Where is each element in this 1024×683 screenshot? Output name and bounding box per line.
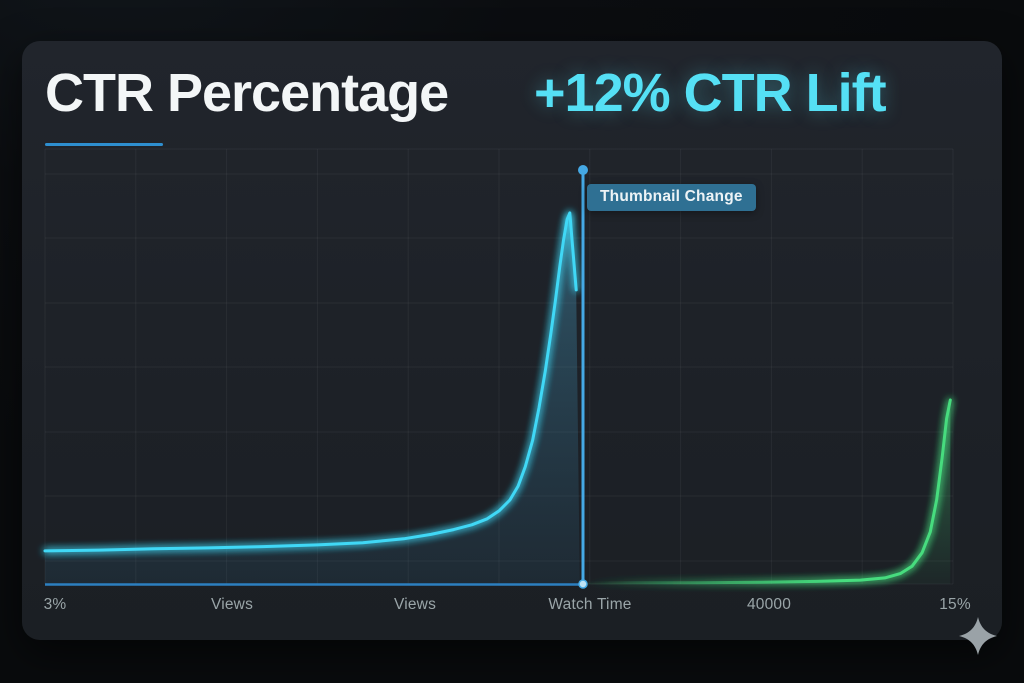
page-title: CTR Percentage bbox=[45, 63, 449, 123]
x-axis-label: Watch Time bbox=[548, 596, 632, 613]
x-axis-label: 40000 bbox=[746, 596, 792, 613]
title-underline bbox=[45, 143, 163, 146]
x-axis-label: 3% bbox=[43, 596, 67, 613]
thumbnail-change-marker bbox=[578, 165, 588, 589]
x-axis-label: Views bbox=[210, 596, 254, 613]
chart-series bbox=[43, 211, 952, 586]
thumbnail-change-annotation: Thumbnail Change bbox=[587, 184, 756, 211]
x-axis-label: 15% bbox=[939, 596, 971, 613]
ctr-lift-badge: +12% CTR Lift bbox=[534, 63, 887, 123]
sparkle-icon bbox=[959, 617, 997, 655]
x-axis-label: Views bbox=[393, 596, 437, 613]
